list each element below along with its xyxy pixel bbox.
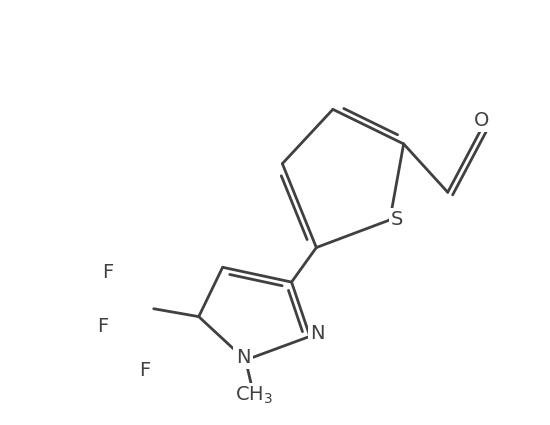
Text: F: F <box>102 263 113 282</box>
Text: F: F <box>97 317 109 336</box>
Text: S: S <box>391 210 404 230</box>
Text: O: O <box>474 111 490 130</box>
Text: N: N <box>310 324 324 343</box>
Text: N: N <box>236 348 250 367</box>
Text: CH$_3$: CH$_3$ <box>235 385 273 406</box>
Text: F: F <box>139 361 150 380</box>
